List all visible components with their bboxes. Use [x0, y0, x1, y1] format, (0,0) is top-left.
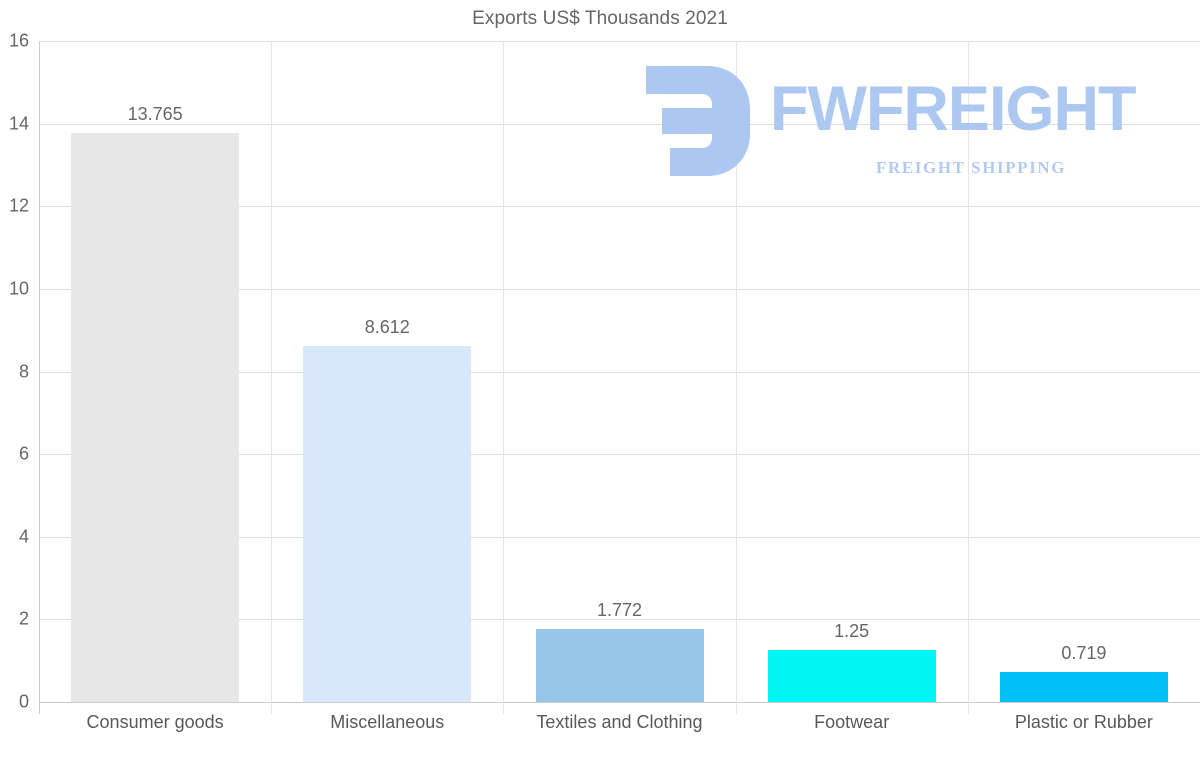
x-axis-tick-label: Consumer goods	[86, 712, 224, 732]
bar-value-label: 1.25	[834, 621, 870, 642]
bar-value-label: 13.765	[127, 104, 183, 125]
gridline-horizontal	[39, 702, 1200, 703]
y-axis-tick-label: 2	[18, 608, 29, 629]
gridline-vertical	[736, 41, 737, 714]
bar-value-label: 1.772	[596, 599, 642, 620]
y-axis-tick-label: 16	[8, 30, 29, 51]
bar[interactable]	[71, 133, 240, 702]
y-axis-tick-label: 4	[18, 526, 29, 547]
gridline-horizontal	[39, 206, 1200, 208]
bar[interactable]	[303, 346, 472, 702]
x-axis-tick-label: Miscellaneous	[330, 712, 445, 732]
gridline-horizontal	[39, 123, 1200, 125]
gridline-horizontal	[39, 288, 1200, 290]
y-axis-line	[39, 41, 40, 714]
x-axis-tick-label: Footwear	[814, 712, 890, 732]
chart-title: Exports US$ Thousands 2021	[472, 8, 728, 29]
y-axis-tick-label: 10	[8, 278, 29, 299]
y-axis-tick-label: 14	[8, 113, 29, 134]
bar-value-label: 0.719	[1061, 643, 1107, 664]
y-axis-tick-label: 12	[8, 195, 29, 216]
y-axis-tick-label: 0	[18, 691, 29, 712]
x-axis-tick-label: Plastic or Rubber	[1014, 712, 1153, 732]
y-axis-tick-label: 6	[18, 443, 29, 464]
plot-area: 13.765 8.612 1.772 1.25 0.719	[39, 41, 1200, 714]
x-axis-tick-label: Textiles and Clothing	[536, 712, 703, 732]
gridline-horizontal	[39, 619, 1200, 621]
gridline-vertical	[968, 41, 969, 714]
gridline-horizontal	[39, 41, 1200, 42]
bar[interactable]	[767, 650, 936, 702]
gridline-horizontal	[39, 454, 1200, 456]
gridline-horizontal	[39, 536, 1200, 538]
gridline-vertical	[503, 41, 504, 714]
gridline-horizontal	[39, 371, 1200, 373]
gridline-vertical	[271, 41, 272, 714]
bar[interactable]	[535, 628, 704, 702]
y-axis-tick-label: 8	[18, 361, 29, 381]
bar-value-label: 8.612	[364, 317, 410, 338]
bar[interactable]	[999, 672, 1168, 702]
